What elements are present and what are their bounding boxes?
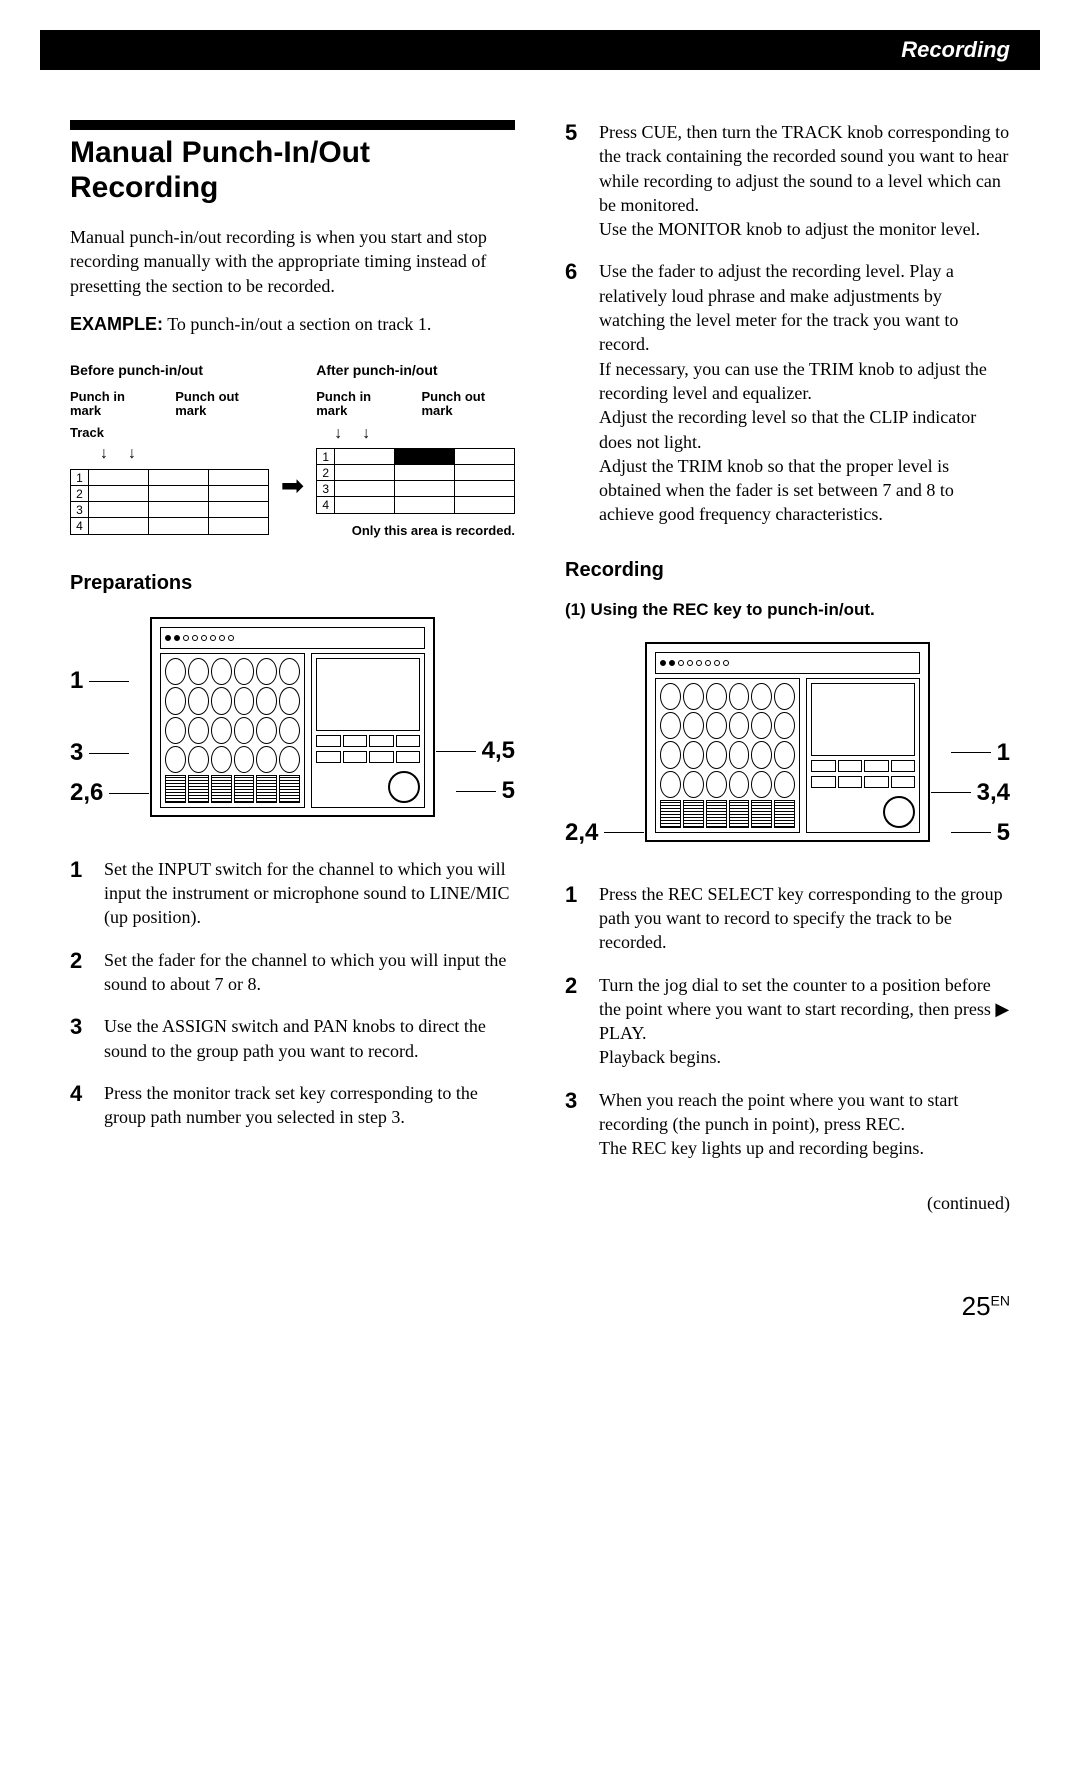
page-title: Manual Punch-In/Out Recording: [70, 136, 515, 205]
page-number: 25EN: [70, 1289, 1010, 1324]
preparations-heading: Preparations: [70, 570, 515, 597]
device-illustration: [150, 617, 435, 817]
example-label: EXAMPLE:: [70, 314, 163, 334]
rec-steps-list: Press the REC SELECT key corresponding t…: [565, 882, 1010, 1161]
punch-in-label-2: Punch in mark: [316, 390, 401, 419]
prep-steps-list: Set the INPUT switch for the channel to …: [70, 857, 515, 1130]
example-line: EXAMPLE: To punch-in/out a section on tr…: [70, 312, 515, 336]
intro-paragraph: Manual punch-in/out recording is when yo…: [70, 225, 515, 298]
punch-diagram: Before punch-in/out Punch in mark Punch …: [70, 361, 515, 540]
recording-heading: Recording: [565, 557, 1010, 584]
before-title: Before punch-in/out: [70, 361, 269, 380]
after-block: After punch-in/out Punch in mark Punch o…: [316, 361, 515, 540]
diagram-caption: Only this area is recorded.: [316, 522, 515, 540]
prep-step-6: Use the fader to adjust the recording le…: [565, 259, 1010, 526]
right-column: Press CUE, then turn the TRACK knob corr…: [565, 120, 1010, 1229]
device-illustration-2: [645, 642, 930, 842]
punch-out-label: Punch out mark: [175, 390, 269, 419]
punch-in-label: Punch in mark: [70, 390, 155, 419]
before-block: Before punch-in/out Punch in mark Punch …: [70, 361, 269, 535]
prep-step: Press the monitor track set key correspo…: [70, 1081, 515, 1130]
before-grid: 1 2 3 4: [70, 469, 269, 535]
rec-step: Press the REC SELECT key corresponding t…: [565, 882, 1010, 955]
recording-subheading: (1) Using the REC key to punch-in/out.: [565, 599, 1010, 622]
prep-step: Set the fader for the channel to which y…: [70, 948, 515, 997]
arrow-icon: ➡: [281, 467, 304, 505]
track-label: Track: [70, 424, 104, 442]
prep-device-diagram: 1 3 2,6 4,5 5: [70, 617, 515, 817]
rec-step: Turn the jog dial to set the counter to …: [565, 973, 1010, 1070]
rec-device-diagram: 1 3,4 5 2,4: [565, 642, 1010, 842]
prep-step: Use the ASSIGN switch and PAN knobs to d…: [70, 1014, 515, 1063]
after-grid: 1 2 3 4: [316, 448, 515, 514]
prep-step: Set the INPUT switch for the channel to …: [70, 857, 515, 930]
continued-label: (continued): [565, 1191, 1010, 1215]
prep-steps-56: Press CUE, then turn the TRACK knob corr…: [565, 120, 1010, 527]
left-column: Manual Punch-In/Out Recording Manual pun…: [70, 120, 515, 1229]
section-rule: [70, 120, 515, 130]
header-tab: Recording: [0, 30, 1080, 70]
example-text: To punch-in/out a section on track 1.: [163, 314, 431, 334]
after-title: After punch-in/out: [316, 361, 515, 380]
prep-step-5: Press CUE, then turn the TRACK knob corr…: [565, 120, 1010, 241]
punch-out-label-2: Punch out mark: [421, 390, 515, 419]
rec-step: When you reach the point where you want …: [565, 1088, 1010, 1161]
